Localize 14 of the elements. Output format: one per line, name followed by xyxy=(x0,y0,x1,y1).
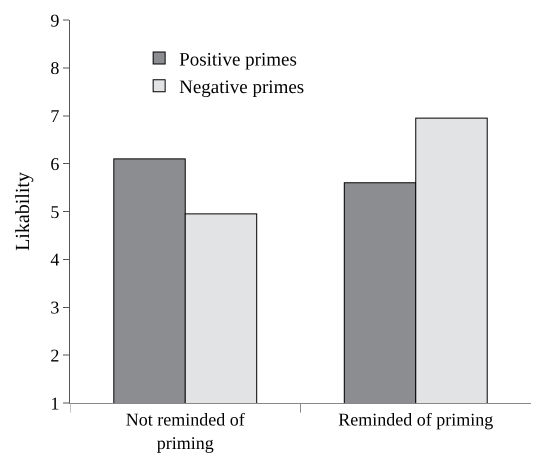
x-tick-label: Not reminded of priming xyxy=(126,410,245,453)
y-tick-label: 8 xyxy=(50,58,60,78)
y-tick-label: 9 xyxy=(50,10,60,30)
x-tick-label: Reminded of priming xyxy=(338,410,494,430)
legend-label: Positive primes xyxy=(179,49,297,70)
y-tick-label: 6 xyxy=(50,154,60,174)
legend-label: Negative primes xyxy=(179,77,304,98)
y-tick-label: 4 xyxy=(50,250,60,270)
y-tick-label: 3 xyxy=(50,298,60,318)
y-tick-label: 2 xyxy=(50,345,60,366)
y-tick-label: 5 xyxy=(50,202,60,222)
y-axis-title: Likability xyxy=(12,172,34,251)
y-tick-label: 7 xyxy=(50,106,60,126)
y-tick-label: 1 xyxy=(50,393,60,414)
